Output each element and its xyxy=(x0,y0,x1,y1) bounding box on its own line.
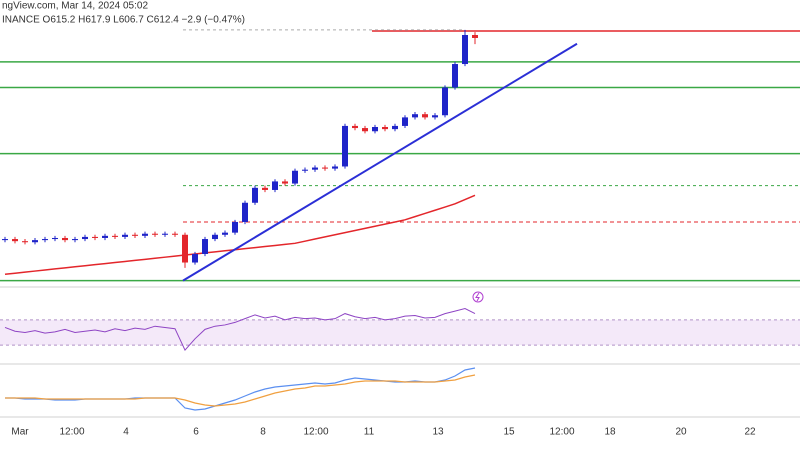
candle-body xyxy=(372,126,378,132)
candle-body xyxy=(132,234,138,236)
x-tick-label: 12:00 xyxy=(549,427,574,438)
candle-body xyxy=(192,253,198,263)
x-tick-label: 20 xyxy=(675,427,687,438)
candle-body xyxy=(382,126,388,130)
header-ohlc: INANCE O615.2 H617.9 L606.7 C612.4 −2.9 … xyxy=(2,15,245,26)
candle-body xyxy=(72,239,78,241)
x-tick-label: Mar xyxy=(11,427,29,438)
candle-body xyxy=(222,232,228,235)
candle-body xyxy=(362,128,368,132)
candle-body xyxy=(182,234,188,263)
x-tick-label: 8 xyxy=(260,427,266,438)
candle-body xyxy=(322,167,328,169)
candle-body xyxy=(232,221,238,233)
candle-body xyxy=(352,125,358,129)
x-tick-label: 6 xyxy=(193,427,199,438)
candle-body xyxy=(342,125,348,167)
candle-body xyxy=(202,239,208,254)
x-tick-label: 15 xyxy=(503,427,515,438)
candle-body xyxy=(332,166,338,169)
macd-line xyxy=(5,374,476,407)
event-icon xyxy=(472,291,484,303)
x-tick-label: 12:00 xyxy=(59,427,84,438)
rsi-line xyxy=(4,308,476,352)
x-tick-label: 12:00 xyxy=(303,427,328,438)
candle-body xyxy=(12,239,18,242)
candle-body xyxy=(472,35,478,38)
candle-body xyxy=(242,202,248,222)
candle-body xyxy=(82,236,88,240)
candle-body xyxy=(252,187,258,203)
candle-body xyxy=(212,234,218,240)
header-title: ngView.com, Mar 14, 2024 05:02 xyxy=(2,1,148,12)
candle-body xyxy=(292,170,298,184)
candle-body xyxy=(122,234,128,237)
candle-body xyxy=(2,239,8,241)
candle-body xyxy=(302,169,308,171)
candle-body xyxy=(112,235,118,237)
candle-body xyxy=(392,125,398,130)
candle-body xyxy=(92,236,98,238)
candle-body xyxy=(262,187,268,190)
trendline xyxy=(182,42,578,282)
candle-body xyxy=(282,181,288,184)
x-tick-label: 11 xyxy=(364,427,375,438)
candle-body xyxy=(402,117,408,126)
candle-body xyxy=(42,239,48,241)
candle-body xyxy=(52,237,58,240)
candle-body xyxy=(102,235,108,238)
moving-average xyxy=(4,194,476,276)
x-tick-label: 22 xyxy=(744,427,756,438)
candle-body xyxy=(272,181,278,190)
candle-body xyxy=(172,233,178,235)
candle-body xyxy=(22,241,28,243)
x-tick-label: 13 xyxy=(432,427,444,438)
x-tick-label: 18 xyxy=(604,427,616,438)
event-icon xyxy=(475,292,480,302)
candle-body xyxy=(62,237,68,241)
x-tick-label: 4 xyxy=(123,427,129,438)
candle-body xyxy=(462,35,468,65)
candle-body xyxy=(312,167,318,170)
candle-body xyxy=(32,240,38,243)
candle-body xyxy=(152,233,158,235)
candle-body xyxy=(162,233,168,235)
candle-body xyxy=(452,64,458,88)
rsi-band xyxy=(0,319,800,346)
candle-body xyxy=(432,115,438,118)
candle-body xyxy=(442,87,448,116)
candle-body xyxy=(422,114,428,118)
candle-body xyxy=(412,114,418,118)
candle-body xyxy=(142,233,148,236)
